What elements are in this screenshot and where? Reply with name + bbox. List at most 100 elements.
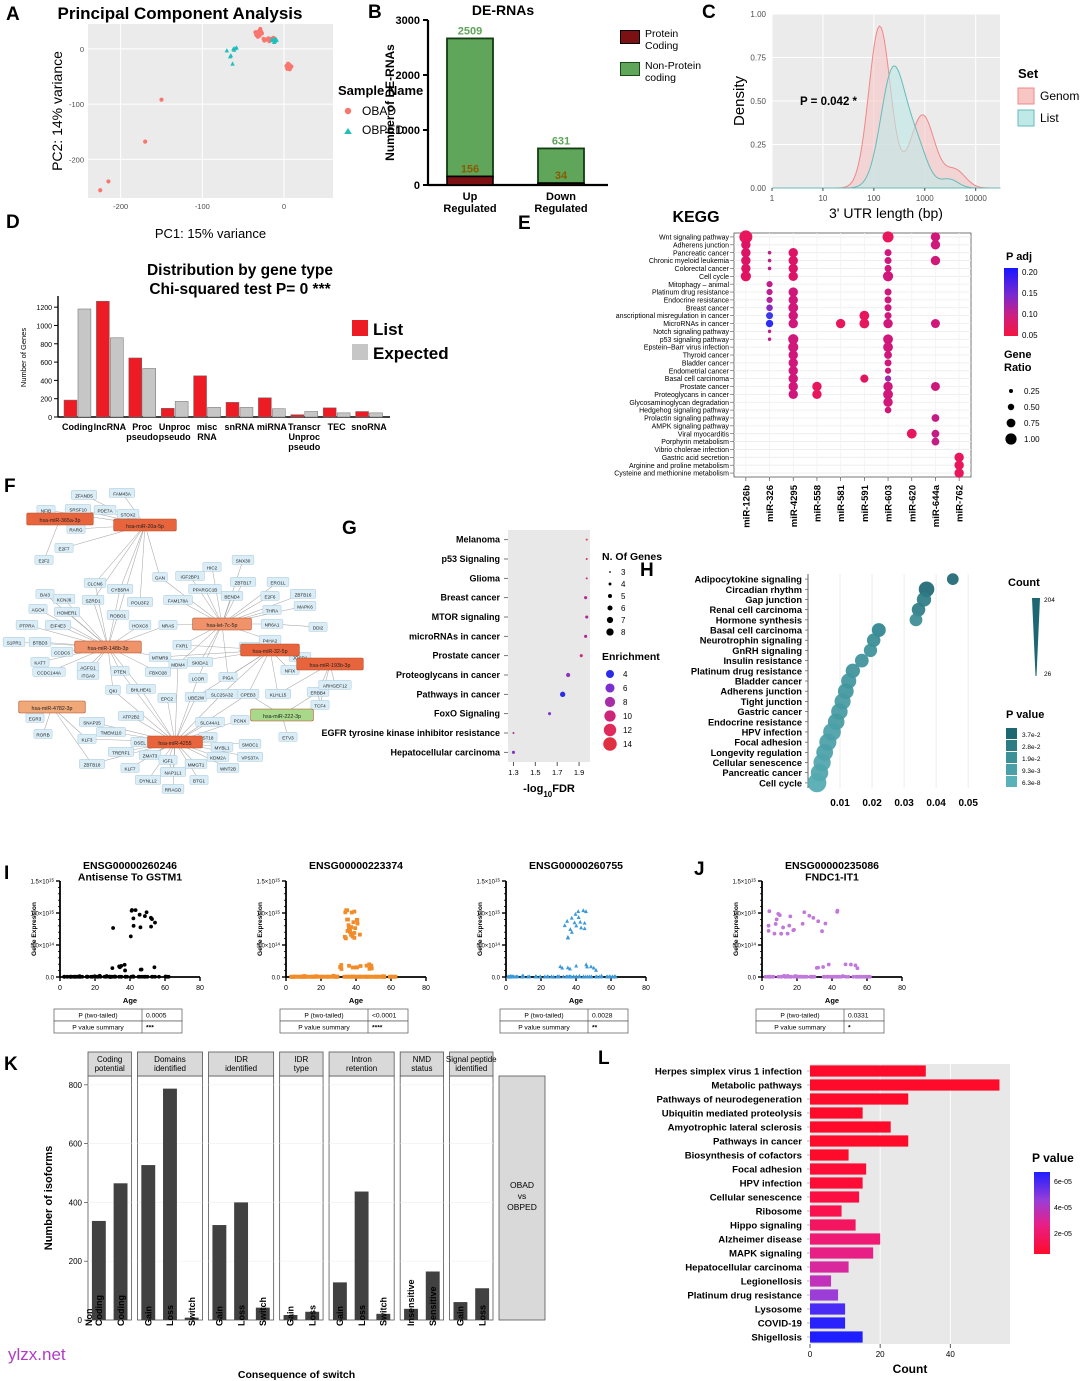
network-edge	[51, 706, 93, 765]
kegg-dot	[788, 318, 798, 329]
facet-panel	[279, 1075, 324, 1321]
data-point	[338, 965, 343, 969]
data-point	[792, 927, 796, 932]
bar-list	[63, 399, 78, 418]
bar-list	[96, 300, 110, 418]
y-tick-label: Cell cycle	[699, 274, 729, 281]
data-point	[537, 974, 542, 979]
x-tick-label: snRNA	[224, 422, 255, 432]
gene-node	[216, 763, 240, 773]
x-tick-label: 20	[317, 985, 325, 992]
kegg-bubble	[866, 633, 881, 647]
x-tick-label: Gain	[456, 1306, 466, 1326]
kegg-dot	[882, 271, 894, 282]
x-tick-label: RNA	[197, 432, 217, 442]
legend-label-non-protein-coding-l2: coding	[645, 72, 676, 84]
gene-node-label: ATP2B2	[123, 715, 140, 720]
x-tick-label: miR-558	[812, 485, 823, 522]
enrichment-dot	[560, 691, 566, 697]
enrichment-dot	[584, 634, 588, 638]
data-point	[144, 910, 149, 915]
y-tick-label: Melanoma	[456, 535, 501, 545]
kegg-dot	[884, 359, 892, 367]
y-tick-label: Insulin resistance	[723, 656, 802, 666]
legend-swatch-genome	[1017, 87, 1035, 105]
data-point	[137, 974, 142, 979]
kegg-dot	[766, 288, 773, 296]
legend-label-list: List	[1040, 111, 1059, 125]
legend-tick-enrichment: 12	[623, 726, 632, 735]
y-tick-label: Endocrine resistance	[708, 717, 802, 727]
mirna-node	[26, 512, 94, 526]
y-tick-label: Basal cell carcinoma	[710, 626, 803, 636]
panel-a-letter: A	[6, 4, 20, 25]
gene-node-label: GAN	[155, 576, 165, 581]
kegg-dot	[931, 429, 940, 438]
kegg-dot	[884, 249, 892, 257]
x-tick-label: 40	[352, 985, 360, 992]
x-tick-label: 100	[867, 194, 881, 203]
data-point	[112, 974, 117, 979]
kegg-dot	[883, 381, 893, 392]
data-point	[576, 915, 581, 919]
kegg-bubble	[854, 653, 869, 668]
x-tick-label: Regulated	[443, 203, 496, 215]
gene-node-label: S1PR1	[7, 641, 22, 646]
legend-title-enrichment: Enrichment	[602, 651, 660, 663]
x-tick-label: 0	[760, 985, 764, 992]
gene-node	[116, 509, 140, 519]
y-tick-label: Hedgehog signaling pathway	[639, 408, 729, 415]
data-point	[567, 966, 572, 971]
y-tick-label: Breast cancer	[686, 305, 730, 312]
x-tick-label: Sensitive	[428, 1286, 438, 1326]
data-point	[139, 967, 144, 972]
x-tick-label: Unproc	[289, 432, 321, 442]
panel-g: G Melanoma p53 Signaling Glioma Breast canc…	[321, 512, 662, 817]
y-tick-label: p53 signaling pathway	[660, 337, 730, 344]
data-point	[578, 919, 583, 924]
gene-node-label: ROBO1	[110, 614, 127, 619]
bar-protein-coding	[446, 175, 494, 186]
panel-l: L Herpes simplex virus 1 infection Metabo…	[550, 1032, 1080, 1381]
gene-node-label: TMEM110	[101, 731, 122, 736]
data-point	[856, 974, 861, 979]
y-tick-label: Adherens junction	[720, 687, 802, 697]
x-tick-label: miR-581	[836, 484, 847, 522]
data-point	[846, 974, 851, 979]
x-tick-label: Switch	[379, 1297, 389, 1326]
panel-a: A Principal Component Analysis -200 -100 0…	[0, 0, 423, 241]
kegg-bar	[810, 1135, 909, 1147]
kegg-dot	[835, 318, 846, 329]
mirna-node-label: hsa-let-7c-5p	[207, 623, 238, 629]
facet-title-line1: Coding	[97, 1055, 122, 1064]
data-point-obped	[228, 53, 234, 58]
x-axis-label: Age	[349, 996, 363, 1005]
y-tick-label: Focal adhesion	[732, 1165, 802, 1176]
gene-node-label: AGFG1	[80, 666, 96, 671]
data-point	[349, 931, 354, 936]
gene-node	[54, 607, 80, 617]
legend-gradient-p-adj	[1004, 268, 1018, 336]
data-point	[584, 962, 589, 967]
x-tick-label: miR-4295	[789, 484, 800, 527]
data-point	[350, 965, 355, 970]
y-tick-label: p53 Signaling	[441, 554, 500, 564]
panel-i-plots: 0 20 40 60 80 0.0 5.0×1014 1.0×1015 1.5×1015 Age G…	[30, 860, 650, 1034]
gene-node-label: WNT2B	[220, 767, 236, 772]
data-point	[117, 974, 121, 979]
gene-node-label: POU3F2	[131, 601, 149, 606]
panel-c: C P = 0.042 * 1 10 100 1000 10000 0.00 0.25 0.50…	[700, 0, 1080, 232]
kegg-dot	[788, 373, 798, 384]
data-point	[772, 931, 777, 936]
network-edge	[189, 575, 223, 625]
legend-marker-n-of-genes	[608, 594, 612, 598]
legend-marker-enrichment	[604, 696, 616, 708]
y-tick-label: 5.0×1014	[30, 941, 54, 950]
data-point	[848, 962, 853, 967]
gene-node	[230, 577, 256, 587]
data-point	[866, 974, 871, 979]
facet-header	[87, 1051, 132, 1077]
isoform-bar	[184, 1317, 199, 1320]
facet-title-line2: type	[294, 1064, 310, 1073]
data-point	[569, 915, 574, 920]
